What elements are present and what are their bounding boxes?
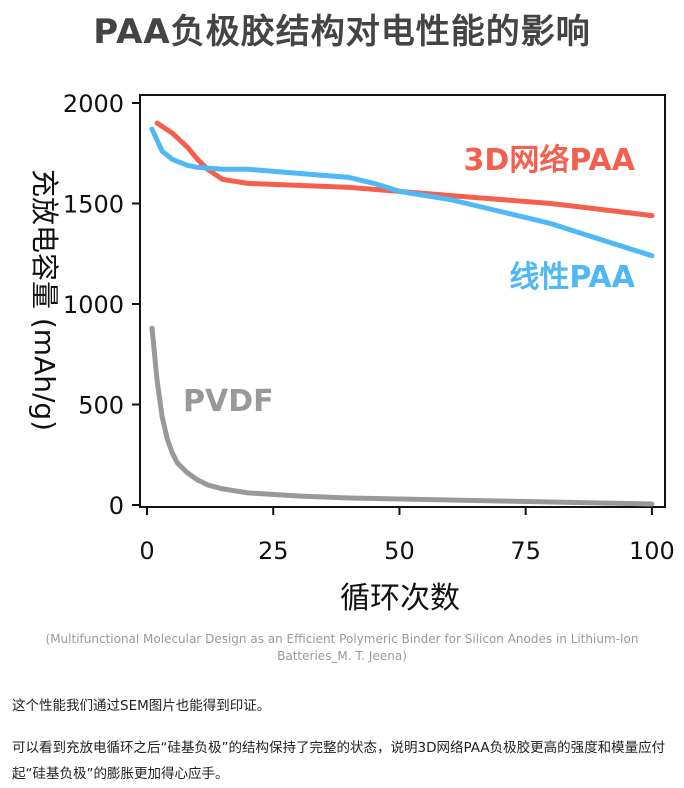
series-line-1 — [149, 126, 655, 259]
body-paragraph: 这个性能我们通过SEM图片也能得到印证。 — [12, 698, 271, 714]
y-tick-label: 1500 — [63, 191, 124, 219]
chart-title: PAA负极胶结构对电性能的影响 — [93, 12, 591, 52]
y-tick-label: 0 — [109, 492, 124, 520]
y-axis-label: 充放电容量 (mAh/g) — [28, 169, 61, 431]
series-layer — [149, 120, 655, 507]
body-paragraph: 可以看到充放电循环之后“硅基负极”的结构保持了完整的状态，说明3D网络PAA负极… — [12, 740, 666, 782]
y-tick-label: 500 — [78, 392, 124, 420]
series-label-0: 3D网络PAA — [464, 143, 636, 178]
x-tick-label: 100 — [629, 537, 675, 565]
x-tick-label: 75 — [510, 537, 541, 565]
x-axis-label: 循环次数 — [340, 581, 460, 616]
x-tick-label: 25 — [258, 537, 289, 565]
series-line-2 — [149, 325, 655, 507]
plot-frame — [139, 94, 666, 508]
x-tick-label: 0 — [139, 537, 154, 565]
series-line-0 — [154, 120, 655, 219]
series-label-1: 线性PAA — [509, 260, 635, 295]
chart-canvas: 0 500 1000 1500 2000 0 25 50 75 100 3D网络PAA 线性PAA… — [28, 90, 675, 616]
x-axis: 0 25 50 75 100 — [139, 507, 675, 565]
x-tick-label: 50 — [384, 537, 415, 565]
source-caption: (Multifunctional Molecular Design as an … — [45, 632, 639, 663]
series-labels: 3D网络PAA 线性PAA PVDF — [183, 143, 636, 419]
y-tick-label: 2000 — [63, 90, 124, 118]
y-axis: 0 500 1000 1500 2000 — [63, 90, 140, 520]
series-label-2: PVDF — [183, 384, 274, 419]
y-tick-label: 1000 — [63, 291, 124, 319]
